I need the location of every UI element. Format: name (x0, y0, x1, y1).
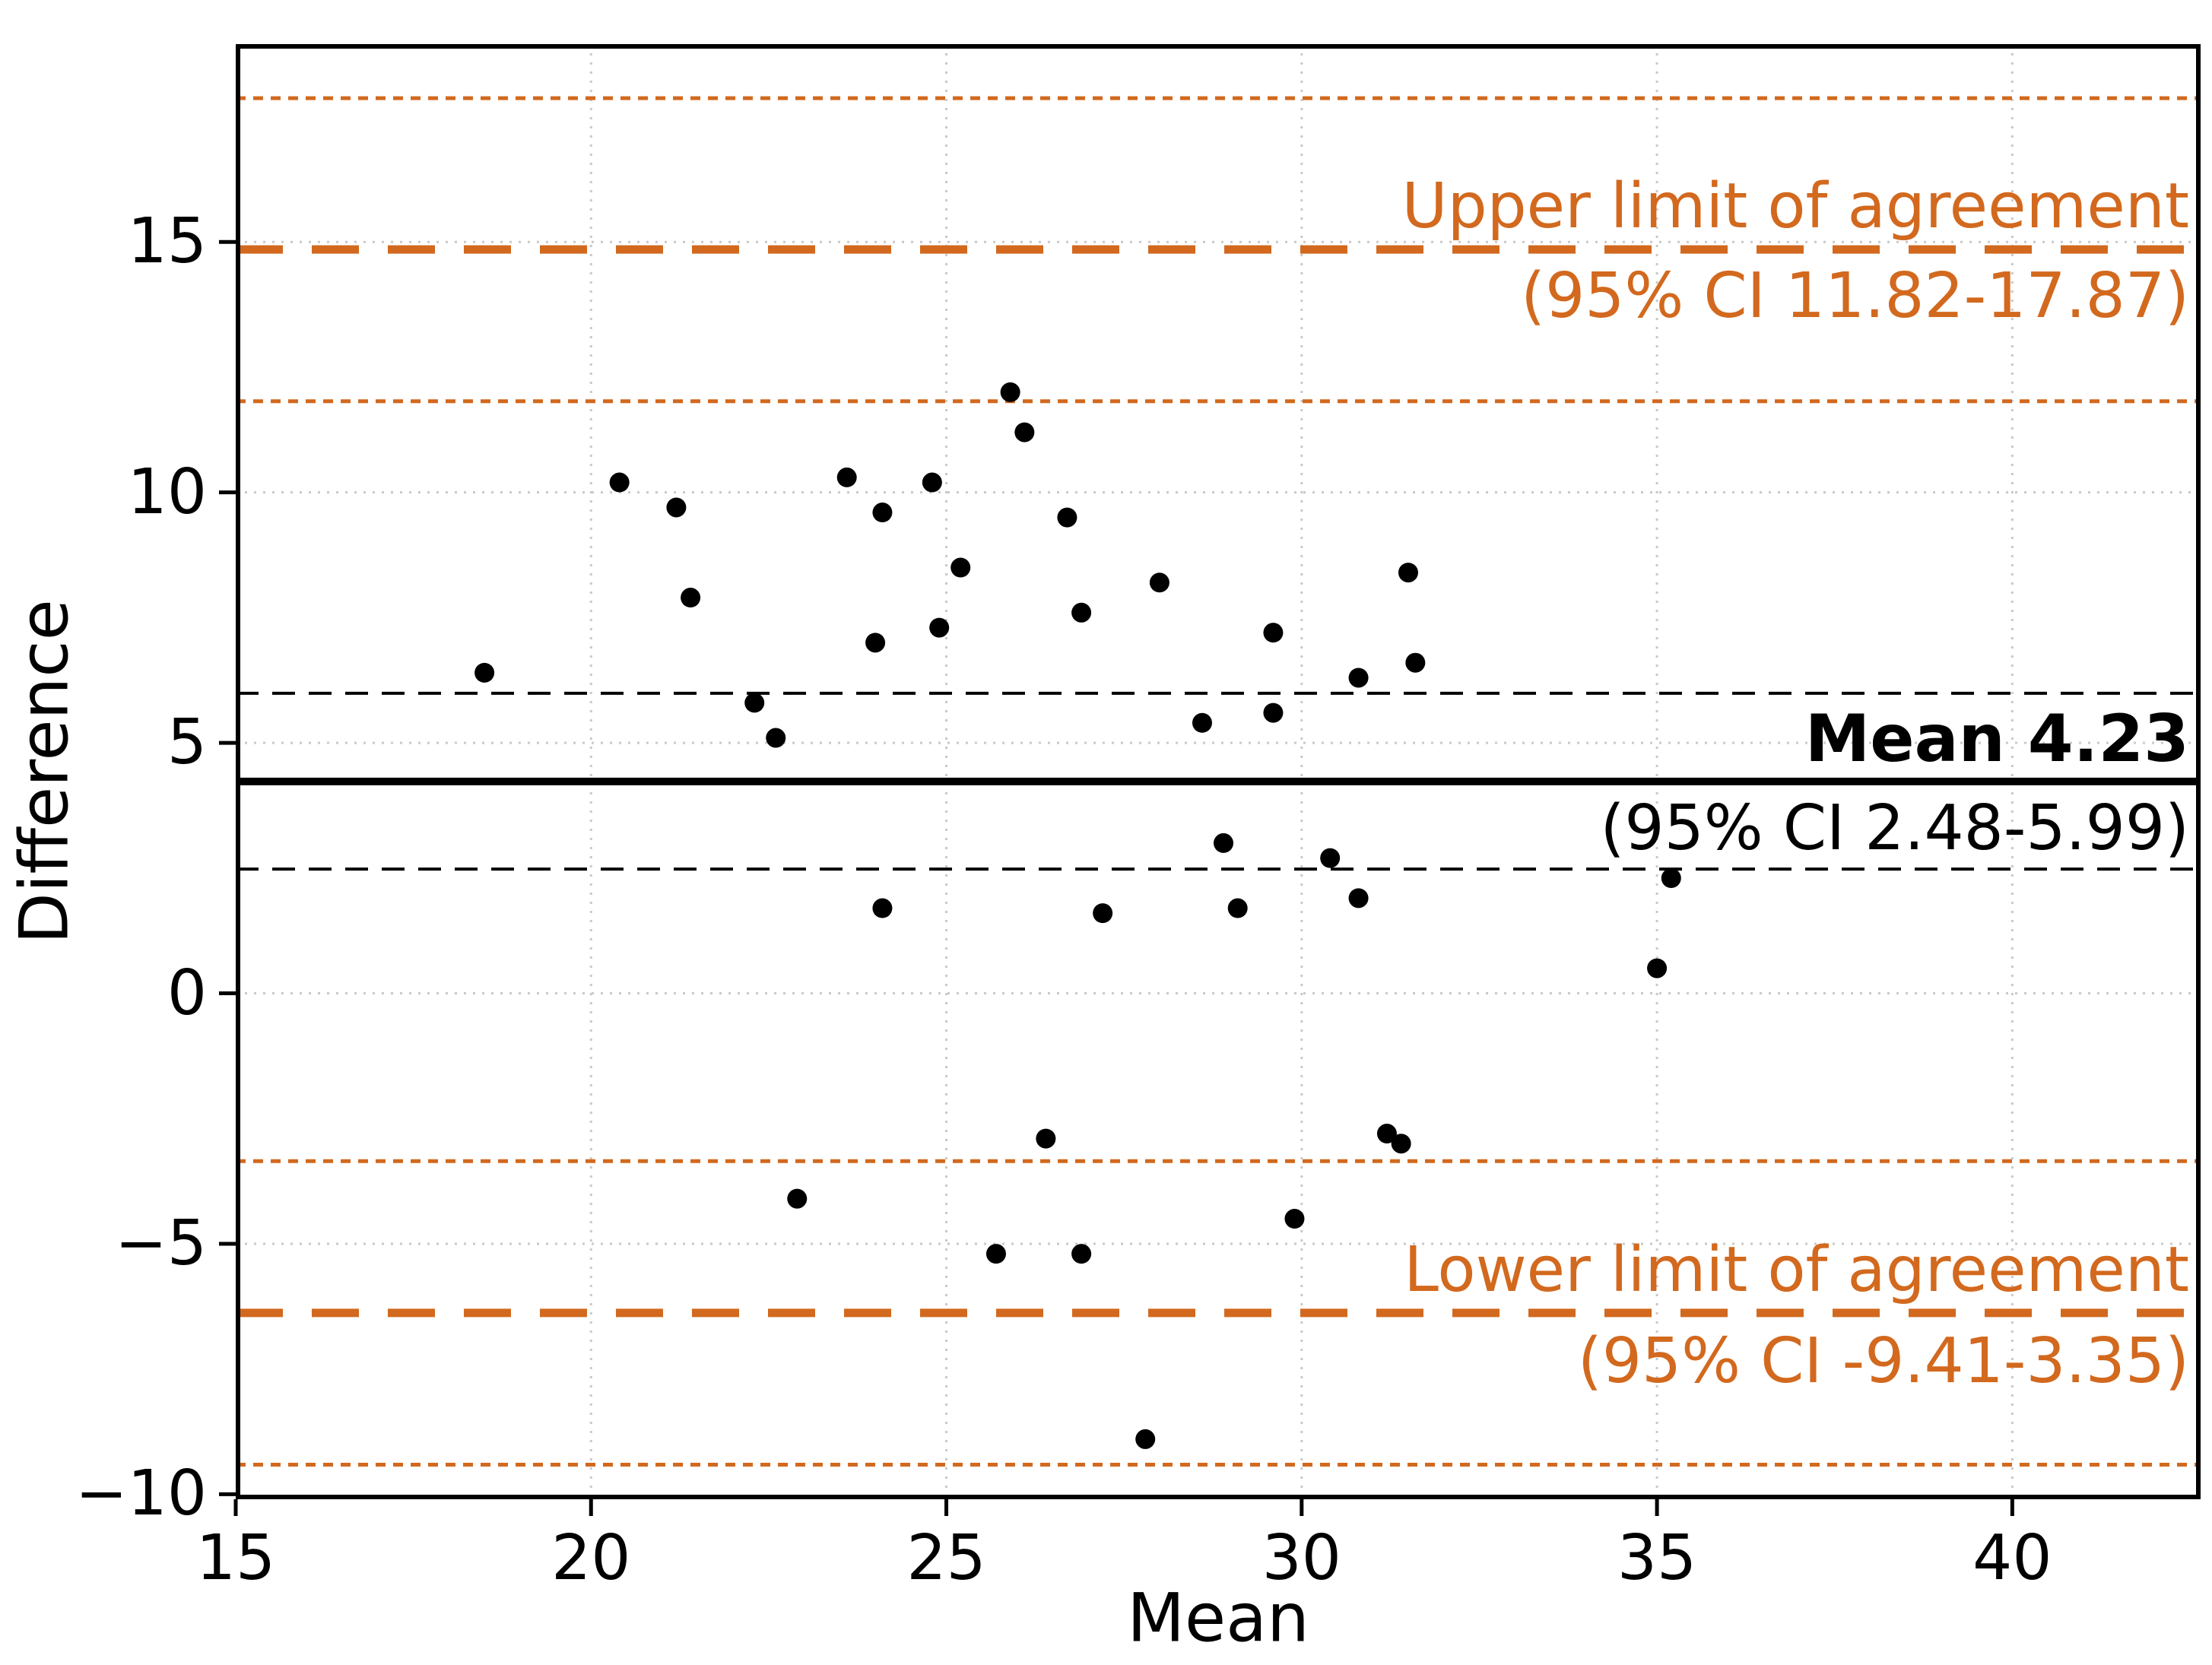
data-point (1093, 903, 1113, 924)
x-tick-label-20: 20 (551, 1522, 631, 1594)
x-axis-title: Mean (1127, 1578, 1309, 1657)
data-point (1391, 1134, 1411, 1154)
data-point (1320, 848, 1341, 868)
data-point (1036, 1128, 1056, 1149)
data-point (1000, 382, 1020, 402)
data-point (865, 633, 886, 653)
data-point (1057, 507, 1077, 528)
data-point (1405, 652, 1426, 673)
data-point (1263, 623, 1284, 643)
data-point (1398, 563, 1418, 583)
data-point (1661, 868, 1681, 889)
data-point (1149, 572, 1169, 593)
x-tick-label-40: 40 (1972, 1522, 2052, 1594)
data-point (985, 1244, 1006, 1264)
data-point (474, 662, 495, 683)
data-point (1348, 888, 1369, 909)
data-point (950, 557, 971, 578)
data-point (836, 467, 857, 487)
data-point (1071, 1244, 1092, 1264)
data-point (1263, 702, 1284, 723)
data-point (744, 693, 765, 713)
upper-loa-ci-label: (95% CI 11.82-17.87) (1521, 260, 2189, 333)
y-tick-label--10: −10 (75, 1457, 207, 1530)
mean-label: Mean 4.23 (1804, 700, 2189, 777)
data-point (766, 728, 786, 748)
data-point (1214, 832, 1234, 853)
data-point (681, 588, 701, 608)
y-tick-label-0: 0 (167, 956, 207, 1029)
lower-loa-ci-label: (95% CI -9.41-3.35) (1577, 1324, 2189, 1397)
data-point (1376, 1124, 1397, 1144)
data-point (922, 472, 942, 493)
plot-area (219, 44, 2201, 1516)
y-tick-label--5: −5 (115, 1207, 207, 1280)
axes-border (236, 44, 2201, 1499)
data-point (1348, 668, 1369, 688)
data-point (1227, 898, 1248, 918)
data-point (787, 1188, 808, 1209)
data-point (929, 617, 950, 638)
upper-loa-label: Upper limit of agreement (1401, 170, 2189, 243)
y-tick-label-5: 5 (167, 706, 207, 779)
y-tick-label-10: 10 (127, 455, 207, 528)
data-point (1647, 958, 1668, 978)
data-point (1284, 1209, 1305, 1229)
data-point (872, 898, 893, 918)
x-tick-label-15: 15 (195, 1522, 276, 1594)
data-point (1135, 1429, 1156, 1449)
x-tick-label-25: 25 (906, 1522, 986, 1594)
lower-loa-label: Lower limit of agreement (1404, 1233, 2189, 1306)
data-point (1192, 712, 1212, 733)
data-point (1014, 422, 1035, 442)
data-point (1071, 602, 1092, 623)
data-point (872, 503, 893, 523)
x-tick-label-35: 35 (1617, 1522, 1697, 1594)
mean-ci-label: (95% CI 2.48-5.99) (1600, 791, 2189, 864)
data-point (666, 497, 687, 518)
y-tick-label-15: 15 (127, 205, 207, 278)
x-tick-label-30: 30 (1262, 1522, 1341, 1594)
data-point (609, 472, 630, 493)
